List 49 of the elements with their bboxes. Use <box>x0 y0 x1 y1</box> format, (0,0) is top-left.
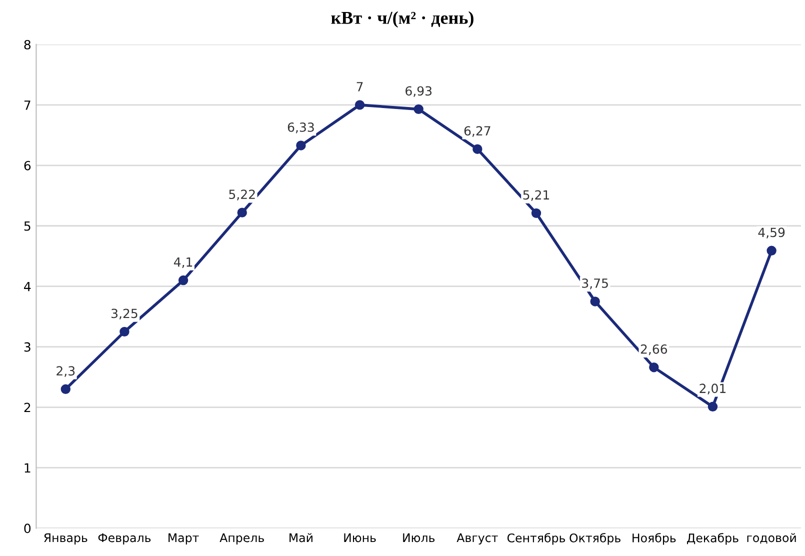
point <box>296 140 306 150</box>
data-label: 4,59 <box>758 228 785 238</box>
point <box>708 402 718 412</box>
x-tick-label: годовой <box>747 533 796 544</box>
point <box>237 208 247 218</box>
x-tick-label: Март <box>168 533 199 544</box>
data-label: 6,33 <box>288 122 314 134</box>
data-label: 2,01 <box>700 384 726 394</box>
y-tick-label: 0 <box>24 524 31 534</box>
x-tick-label: Декабрь <box>687 533 738 545</box>
y-tick-label: 7 <box>24 100 30 110</box>
data-label: 6,27 <box>464 126 490 137</box>
data-label: 3,25 <box>112 308 138 320</box>
point <box>766 246 776 256</box>
point <box>649 362 659 372</box>
point <box>414 104 424 114</box>
x-tick-label: Сентябрь <box>507 533 566 545</box>
data-label: 2,3 <box>56 366 75 377</box>
y-tick-label: 3 <box>24 342 30 352</box>
data-label: 3,75 <box>582 278 608 290</box>
point <box>60 384 70 394</box>
data-label: 6,93 <box>406 86 432 97</box>
x-tick-label: Август <box>456 533 498 544</box>
point <box>472 144 482 154</box>
x-tick-label: Январь <box>44 533 88 544</box>
x-tick-label: Ноябрь <box>632 533 676 545</box>
x-tick-label: Июнь <box>344 533 376 542</box>
y-tick-label: 1 <box>24 463 30 472</box>
point <box>354 100 365 110</box>
chart-title: кВт · ч/(м² · день) <box>331 11 474 28</box>
point <box>531 208 542 218</box>
point <box>120 326 130 337</box>
x-tick-label: Апрель <box>220 533 264 544</box>
data-label: 5,21 <box>523 190 550 201</box>
y-tick-label: 8 <box>24 40 31 50</box>
x-tick-label: Июль <box>403 533 435 542</box>
data-label: 5,22 <box>229 190 255 200</box>
y-tick-label: 4 <box>24 282 31 292</box>
data-label: 4,1 <box>174 257 192 268</box>
point <box>590 296 600 306</box>
y-tick-label: 2 <box>24 402 30 412</box>
data-label: 7 <box>356 82 363 92</box>
data-label: 2,66 <box>640 344 668 356</box>
point <box>178 275 188 286</box>
y-tick-label: 6 <box>24 160 31 170</box>
y-tick-label: 5 <box>24 222 30 231</box>
x-tick-label: Февраль <box>98 533 151 544</box>
x-tick-label: Май <box>290 533 312 542</box>
x-tick-label: Октябрь <box>570 533 620 545</box>
